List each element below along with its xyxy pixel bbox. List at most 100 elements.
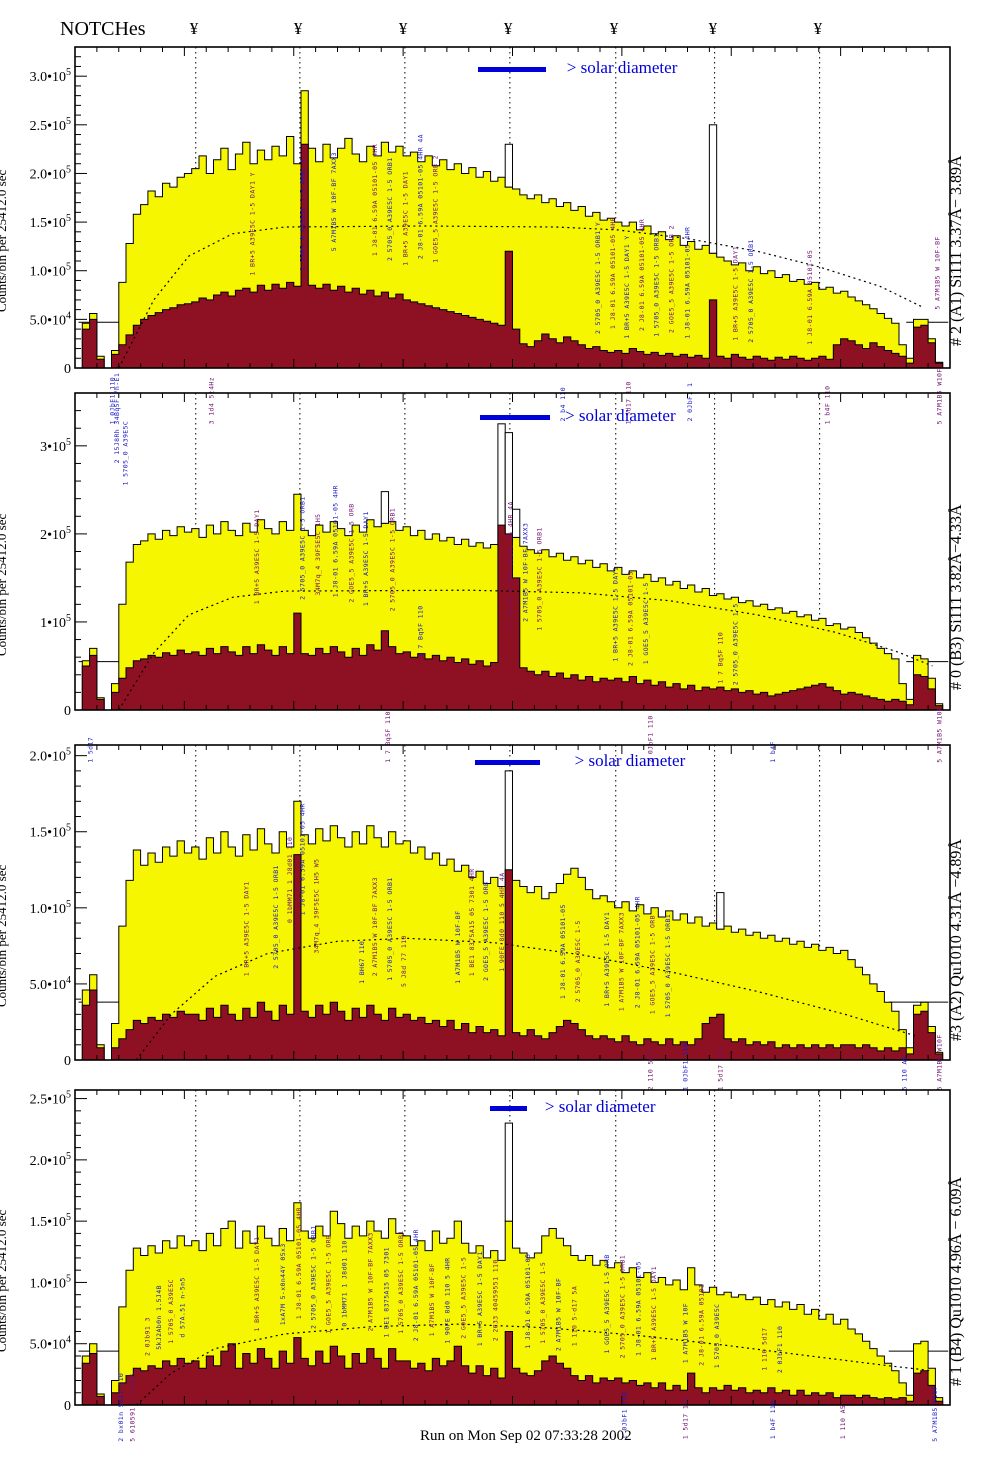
annotation-text: 1 BR+5 A39E5C 1-5 DAY1 xyxy=(253,1237,261,1332)
spike-bar xyxy=(504,1122,514,1222)
annotation-text: 1 110 A5 xyxy=(839,1405,847,1440)
annotation-text: 1 5705_0 A39E5C 1-5 ORB1 xyxy=(535,527,543,631)
solar-diameter-bar xyxy=(480,414,551,420)
annotation-text: 2 J8-01 6.59A 05101-05 4HR xyxy=(633,896,641,1008)
spike-bar xyxy=(504,770,514,875)
annotation-text: 2 A7M1B5 W 10F-BF 7AXX3 xyxy=(521,523,529,622)
annotation-text: 1 110 5d17 xyxy=(760,1328,768,1371)
annotation-text: 1 7 Bq5F 110 xyxy=(384,711,392,763)
annotation-text: 2 GOE5_5 A39E5C 1-5 ORB xyxy=(482,882,490,981)
annotation-text: 1 5705_0 A39E5C 1-5 ORB1 Y xyxy=(298,159,306,271)
annotation-text: 1 GOE5_5 A39E5C 1-5 ORB 2 xyxy=(431,155,439,263)
annotation-text: 3 1d4 5t4Hz xyxy=(207,377,215,424)
model-curve xyxy=(135,937,916,1061)
annotation-text: 1 J8-01 6.59A 05101-05 4HR xyxy=(295,1207,303,1319)
annotation-text: 5 610591 1.5J4B5 xyxy=(129,1373,137,1442)
detector-label: # 1 (B4) Qu1010 4.96Å − 6.09Å xyxy=(948,1176,965,1386)
annotation-text: 1 J8-01 6.59A 05101-05 xyxy=(634,1261,642,1356)
y-tick-label: 3•105 xyxy=(40,437,71,455)
annotation-text: 1 BR+5 A39E5C 1-5 DAY1 xyxy=(612,567,620,662)
panel-4: 2.5•105 2.0•105 1.5•105 1.0•105 5.0•104 0 2 0J… xyxy=(30,1089,951,1442)
annotation-text: 5 A7M1B5 W10F xyxy=(931,1386,939,1442)
y-axis-label: Counts/bin per 25412.0 sec xyxy=(0,169,9,312)
annotation-text: 1 5705_0 A39E5C 1-5 ORB1 xyxy=(397,1230,405,1334)
annotation-text: 1 5d17 110 xyxy=(682,1396,690,1439)
solar-diameter-label: > solar diameter xyxy=(566,57,678,77)
annotation-text: 2 J8-01 6.59A 05101 xyxy=(697,1284,705,1366)
y-tick-label: 2.0•105 xyxy=(30,164,71,182)
annotation-text: 2 0JbF1 110 xyxy=(647,715,655,762)
notch-marker: ¥ xyxy=(293,19,303,38)
annotation-text: 5 A7M1B5 W10F xyxy=(935,368,943,424)
y-tick-label: 2.5•105 xyxy=(30,116,71,134)
annotation-text: 1 J8-01 6.59A 05101-05 4HR xyxy=(332,485,340,597)
annotation-text: 2 J8-01 6.59A 05101-05 4HR xyxy=(412,1229,420,1341)
spike-bar xyxy=(504,143,514,188)
y-tick-label: 1.5•105 xyxy=(30,213,71,231)
annotation-text: 2 A7M1B5 W 10F-BF 7AXX3 xyxy=(367,1232,375,1331)
annotation-text: 2 J8-01 6.59A 05101-05 4HR xyxy=(638,219,646,331)
model-curve xyxy=(118,589,933,711)
annotation-text: 5 110 A5 xyxy=(900,1056,908,1091)
annotation-text: 5 A7M1B5 W 10F-BF xyxy=(934,236,942,309)
y-tick-label: 5.0•104 xyxy=(30,975,71,993)
y-tick-label: 2•105 xyxy=(40,525,71,543)
y-tick-label: 1•105 xyxy=(40,613,71,631)
annotation-text: 5 A7M1B5 W10F xyxy=(935,707,943,763)
annotation-text: 1 5705_0 A39E5C 1-5 ORB1 xyxy=(653,233,661,337)
annotation-text: 1 J8-01 6.59A 05101-05 4HR xyxy=(683,227,691,339)
notch-marker: ¥ xyxy=(708,19,718,38)
annotation-text: 1 BH67 110 xyxy=(358,941,366,984)
annotation-text: 1 BE1 8375A15 05 7301 4HR xyxy=(468,868,476,976)
annotation-text: 1 7 Bq5F 110 xyxy=(416,605,424,657)
annotation-text: 5kJ2Ab0n 1.5J4B xyxy=(155,1285,163,1350)
y-axis-label: Counts/bin per 25412.0 sec xyxy=(0,513,9,656)
y-tick-label: 5.0•104 xyxy=(30,1335,71,1353)
y-tick-label: 2.5•105 xyxy=(30,1090,71,1108)
notch-marker: ¥ xyxy=(398,19,408,38)
annotation-text: d 57A.51 n-5n5 xyxy=(178,1277,186,1337)
annotation-text: 1 A7M1B5 W 10F-BF xyxy=(454,911,462,984)
annotation-text: 1 0JbF1 110 xyxy=(620,1392,628,1439)
annotation-text: 2 5705_0 A39E5C 1-5 ORB1 Y xyxy=(594,222,602,334)
histogram-background xyxy=(75,854,950,1061)
spike-bar xyxy=(497,423,506,535)
y-tick-label: 1.0•105 xyxy=(30,899,71,917)
detector-label: # 0 (B3) Si111 3.82Å−4.33Å xyxy=(948,503,965,690)
annotation-text: 1 BR+5 A39E5C 1-5 DAY1 xyxy=(402,171,410,266)
annotation-text: 2 A7M1B5 W 10F-BF 7AXX3 xyxy=(371,877,379,976)
annotation-text: 5 A7M1B5 W10F xyxy=(935,1034,943,1090)
panel-1: 3.0•105 2.5•105 2.0•105 1.5•105 1.0•105 5.0•1… xyxy=(30,46,951,424)
annotation-text: 1 5d17 xyxy=(87,737,95,763)
panel-3: 2.0•105 1.5•105 1.0•105 5.0•104 0 1 BR+5 A39E… xyxy=(30,744,951,1091)
y-axis-label: Counts/bin per 25412.0 sec xyxy=(0,1209,9,1352)
spike-bar xyxy=(380,491,390,524)
annotation-text: 1 5705_0 A39E5C xyxy=(167,1279,175,1344)
solar-diameter-label: > solar diameter xyxy=(565,405,676,425)
annotation-text: 1 A7M1B5 W 10F xyxy=(682,1303,690,1363)
annotation-text: 2 5705_0 A39E5C 1-5 ORB1 xyxy=(388,508,396,612)
annotation-text: 2 5705_0 A39E5C 1-5 ORB1 xyxy=(310,1225,318,1329)
annotation-text: 2 J8-01 6.59A 05101-05 4HR 4A xyxy=(416,134,424,259)
annotation-text: 1 A7M1B5 W 10F-BF xyxy=(428,1263,436,1336)
annotation-text: 1 5d17 110 xyxy=(625,381,633,424)
annotation-text: 2 GOE5_5 A39E5C 1-5 ORB xyxy=(347,503,355,602)
annotation-text: 1 5705_0 A39E5C 1-5 ORB1 xyxy=(664,914,672,1018)
annotation-text: 2 5705_0 A39E5C 1-5 ORB1 xyxy=(747,239,755,343)
annotation-text: 1 7 Bq5F 110 xyxy=(717,632,725,684)
annotation-text: 1 5705_0 A39E5C xyxy=(122,421,130,486)
annotation-text: 2 5705_0 A39E5C 1-5 ORB1 xyxy=(298,496,306,600)
annotation-text: 2 b4 110 xyxy=(559,387,567,422)
annotation-text: 1 5705_0 A39E5C 1-5 ORB1 xyxy=(386,877,394,981)
annotation-text: 2 bx01n 5d17-110 xyxy=(117,1373,125,1442)
y-tick-label: 3.0•105 xyxy=(30,67,71,85)
annotation-text: 2 5705_0 A39E5C 1-5 ORB1 xyxy=(619,1255,627,1359)
annotation-text: 1 J8-01 6.59A 05101-05 xyxy=(559,904,567,999)
annotation-text: 1 BE1 8375A15 05 7301 xyxy=(382,1247,390,1338)
annotation-text: 2 5705_0 A39E5C 1-5 ORB1 xyxy=(386,157,394,261)
y-tick-label: 5.0•104 xyxy=(30,310,71,328)
annotation-text: 2 0Jb91 3 xyxy=(143,1317,151,1356)
annotation-text: 2 5705_0 A39E5C 1-5 ORB1 xyxy=(272,865,280,969)
y-tick-label: 1.0•105 xyxy=(30,1273,71,1291)
